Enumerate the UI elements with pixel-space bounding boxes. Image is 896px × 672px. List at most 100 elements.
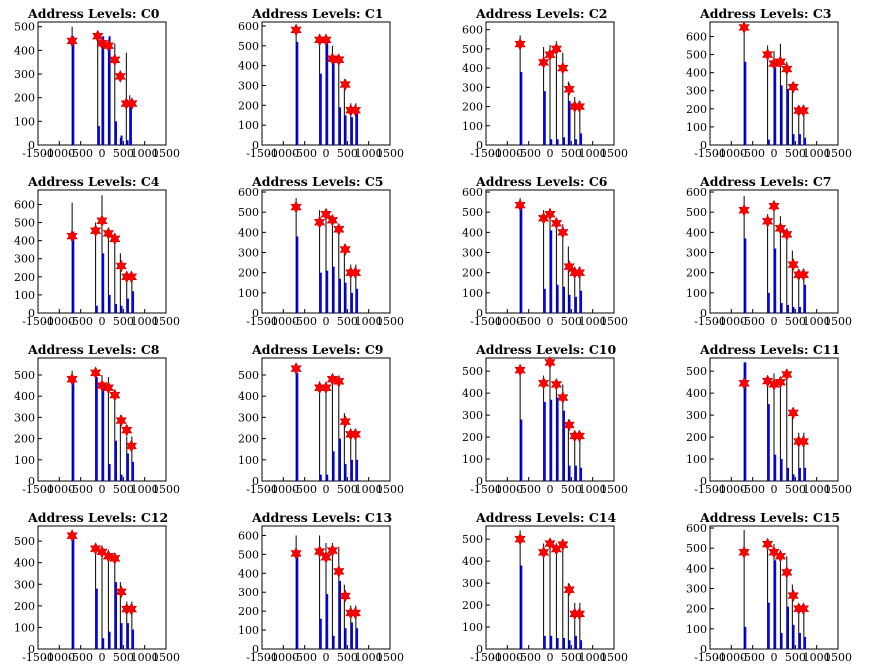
red-star-marker	[92, 29, 104, 43]
red-star-marker	[781, 227, 793, 241]
x-tick-label: 500	[113, 651, 134, 664]
x-tick-label: -500	[516, 315, 541, 328]
x-tick-label: 500	[337, 147, 358, 160]
x-tick-label: -500	[516, 651, 541, 664]
y-tick-label: 300	[686, 85, 707, 98]
y-tick-label: 300	[14, 253, 35, 266]
red-star-marker	[313, 215, 326, 229]
y-tick-label: 200	[686, 267, 707, 280]
y-tick-label: 600	[462, 24, 483, 37]
y-tick-label: 200	[462, 101, 483, 114]
red-star-marker	[573, 100, 586, 114]
panel-title: Address Levels: C1	[251, 6, 384, 21]
y-tick-label: 300	[238, 79, 259, 92]
x-tick-label: -1000	[267, 651, 299, 664]
red-star-marker	[326, 544, 339, 558]
x-tick-label: 500	[337, 315, 358, 328]
red-star-marker	[290, 23, 302, 37]
y-tick-label: 300	[238, 586, 259, 599]
y-tick-label: 200	[462, 431, 483, 444]
y-tick-label: 300	[238, 411, 259, 424]
y-tick-label: 0	[700, 475, 707, 488]
x-tick-label: 0	[99, 483, 106, 496]
y-tick-label: 200	[14, 92, 35, 105]
x-tick-label: 1000	[131, 483, 159, 496]
red-star-marker	[514, 198, 526, 212]
panel-c9: Address Levels: C90100200300400500-1500-…	[238, 342, 404, 496]
x-tick-label: -1000	[43, 483, 75, 496]
y-tick-label: 100	[462, 621, 483, 634]
panel-title: Address Levels: C12	[27, 510, 168, 525]
x-tick-label: -500	[68, 483, 93, 496]
x-tick-label: 500	[785, 483, 806, 496]
x-tick-label: -1000	[43, 315, 75, 328]
y-tick-label: 100	[14, 289, 35, 302]
y-tick-label: 400	[14, 44, 35, 57]
x-tick-label: 1000	[579, 315, 607, 328]
y-tick-label: 100	[462, 287, 483, 300]
red-star-marker	[125, 602, 138, 616]
x-tick-label: -500	[292, 483, 317, 496]
y-tick-label: 0	[700, 139, 707, 152]
red-star-marker	[89, 542, 102, 556]
panel-c15: Address Levels: C15 0 100 200 300 400 500 600 -1…	[686, 510, 852, 664]
x-tick-label: -1500	[246, 147, 278, 160]
red-star-marker	[333, 374, 345, 388]
red-star-marker	[774, 55, 787, 69]
panel-c14: Address Levels: C14 0 100 200 300 400 500 -1500…	[462, 510, 628, 664]
panel-c1: Address Levels: C1 0 100 200 300 400 500 600 -15…	[238, 6, 404, 160]
y-tick-label: 0	[476, 139, 483, 152]
y-tick-label: 500	[462, 533, 483, 546]
panel-title: Address Levels: C8	[27, 342, 160, 357]
red-star-marker	[102, 226, 115, 240]
y-tick-label: 400	[462, 226, 483, 239]
y-tick-label: 0	[252, 139, 259, 152]
panel-c3: Address Levels: C3 0 100 200 300 400 500 600 -15…	[686, 6, 852, 160]
x-tick-label: 1500	[376, 483, 404, 496]
y-tick-label: 500	[238, 40, 259, 53]
x-tick-label: 500	[561, 315, 582, 328]
x-tick-label: 1000	[355, 651, 383, 664]
x-tick-label: -1000	[715, 651, 747, 664]
x-tick-label: 1000	[803, 483, 831, 496]
red-star-marker	[781, 565, 793, 579]
x-tick-label: 500	[561, 147, 582, 160]
panel-c11: Address Levels: C11 0 100 200 300 400 500 -1500…	[686, 342, 852, 496]
x-tick-label: -1000	[715, 483, 747, 496]
y-tick-label: 600	[238, 186, 259, 199]
y-tick-label: 600	[462, 186, 483, 199]
x-tick-label: 500	[113, 315, 134, 328]
x-tick-label: -500	[740, 315, 765, 328]
red-star-marker	[89, 224, 102, 238]
y-tick-label: 500	[14, 21, 35, 34]
panel-title: Address Levels: C7	[699, 174, 832, 189]
red-star-marker	[738, 545, 750, 559]
x-tick-label: -500	[516, 483, 541, 496]
red-star-marker	[573, 266, 586, 280]
y-tick-label: 200	[14, 433, 35, 446]
red-star-marker	[290, 362, 302, 376]
y-tick-label: 300	[14, 68, 35, 81]
x-tick-label: 500	[113, 483, 134, 496]
red-star-marker	[96, 545, 108, 559]
x-tick-label: 500	[561, 483, 582, 496]
x-tick-label: -500	[292, 147, 317, 160]
red-star-marker	[339, 242, 351, 257]
x-tick-label: 1500	[600, 147, 628, 160]
x-tick-label: -1500	[694, 483, 726, 496]
y-tick-label: 200	[14, 271, 35, 284]
y-tick-label: 300	[14, 411, 35, 424]
x-tick-label: 0	[323, 147, 330, 160]
panel-title: Address Levels: C5	[251, 174, 384, 189]
red-star-marker	[126, 97, 138, 111]
x-tick-label: 1500	[600, 315, 628, 328]
red-star-marker	[797, 602, 810, 616]
x-tick-label: -1000	[43, 147, 75, 160]
x-tick-label: -1500	[246, 651, 278, 664]
x-tick-label: -1500	[22, 315, 54, 328]
x-tick-label: -1000	[491, 483, 523, 496]
x-tick-label: 0	[99, 147, 106, 160]
red-star-marker	[339, 589, 351, 603]
x-tick-label: -1500	[694, 315, 726, 328]
